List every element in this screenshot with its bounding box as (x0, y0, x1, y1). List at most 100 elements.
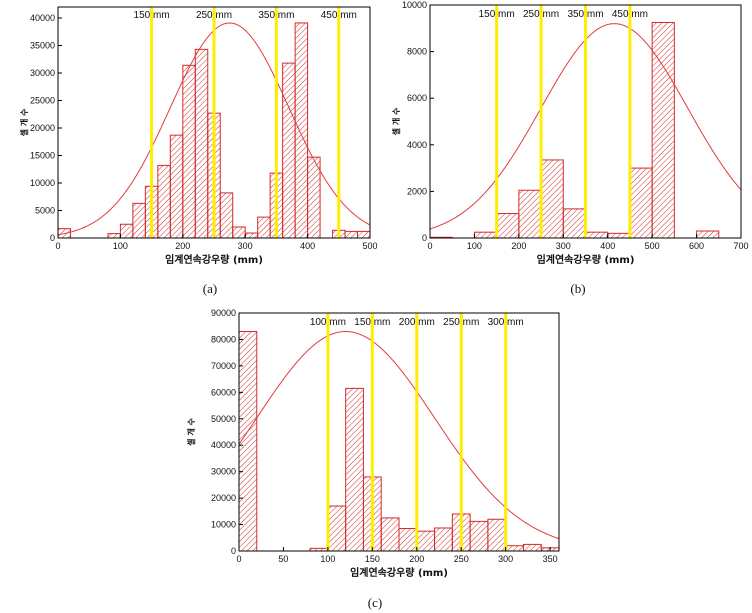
histogram-bar (257, 216, 271, 239)
threshold-label: 450 mm (321, 10, 357, 21)
x-tick-label: 0 (55, 241, 60, 251)
y-tick-label: 5000 (35, 206, 55, 216)
histogram-bar (496, 213, 520, 239)
x-tick-label: 350 (543, 554, 558, 564)
y-tick-label: 60000 (211, 387, 236, 397)
histogram-bar (282, 62, 296, 239)
histogram-bar (307, 156, 321, 239)
histogram-bar (107, 233, 121, 239)
histogram-bar (194, 48, 209, 239)
y-tick-label: 15000 (30, 151, 55, 161)
plot-frame (238, 312, 560, 552)
panel-label: (b) (570, 281, 585, 296)
histogram-bar (294, 22, 309, 239)
histogram-bar (219, 192, 234, 239)
x-tick-label: 100 (467, 241, 482, 251)
y-tick-label: 40000 (211, 440, 236, 450)
x-tick-label: 250 (454, 554, 469, 564)
panel-label: (c) (368, 595, 382, 610)
y-axis-title: 셀 개 수 (391, 107, 401, 135)
histogram-bar (585, 231, 609, 239)
histogram-bar (696, 230, 720, 239)
x-tick-label: 50 (278, 554, 288, 564)
x-tick-label: 300 (498, 554, 513, 564)
x-tick-label: 200 (511, 241, 526, 251)
threshold-label: 350 mm (567, 9, 603, 20)
histogram-bar (380, 517, 400, 552)
y-tick-label: 10000 (402, 0, 427, 10)
y-tick-label: 0 (231, 546, 236, 556)
y-tick-label: 8000 (407, 47, 427, 57)
histogram-bar (157, 164, 171, 239)
y-tick-label: 25000 (30, 96, 55, 106)
histogram-bar (169, 134, 184, 239)
histogram-bar (132, 202, 146, 239)
histogram-bar (629, 167, 653, 239)
x-tick-label: 100 (320, 554, 335, 564)
x-tick-label: 400 (300, 241, 315, 251)
y-axis-title: 셀 개 수 (19, 108, 29, 136)
histogram-bar (238, 331, 258, 552)
panel-label: (a) (203, 281, 217, 296)
histogram-bar (473, 231, 498, 239)
x-tick-label: 400 (600, 241, 615, 251)
y-tick-label: 30000 (211, 467, 236, 477)
threshold-label: 200 mm (399, 317, 435, 328)
y-tick-label: 30000 (30, 68, 55, 78)
histogram-bar (518, 189, 542, 239)
histogram-bar (327, 505, 347, 552)
plot-border (238, 312, 560, 552)
histogram-bar (434, 527, 453, 552)
threshold-label: 300 mm (488, 317, 524, 328)
threshold-label: 250 mm (443, 317, 479, 328)
threshold-label: 250 mm (523, 9, 559, 20)
threshold-label: 250 mm (196, 10, 232, 21)
histogram-panel-a: 150 mm 250 mm 350 mm 450 mm 0 100 200 300 400 500… (19, 6, 378, 296)
histogram-bar (416, 530, 436, 552)
x-tick-label: 0 (236, 554, 241, 564)
x-tick-label: 500 (645, 241, 660, 251)
histogram-bar (182, 64, 196, 239)
x-tick-label: 200 (175, 241, 190, 251)
histogram-bar (522, 543, 542, 552)
y-tick-label: 50000 (211, 414, 236, 424)
y-tick-label: 70000 (211, 361, 236, 371)
histogram-bar (487, 518, 507, 552)
threshold-label: 100 mm (310, 317, 346, 328)
plot-border (429, 4, 742, 239)
y-tick-label: 20000 (30, 123, 55, 133)
threshold-label: 350 mm (258, 10, 294, 21)
histogram-bar (607, 232, 631, 239)
threshold-label: 150 mm (479, 9, 515, 20)
x-tick-label: 150 (365, 554, 380, 564)
y-tick-label: 35000 (30, 41, 55, 51)
y-tick-label: 2000 (407, 186, 427, 196)
y-axis-title: 셀 개 수 (186, 418, 196, 446)
histogram-bar (232, 226, 246, 239)
y-tick-label: 80000 (211, 334, 236, 344)
histogram-bar (469, 520, 489, 552)
threshold-label: 450 mm (612, 9, 648, 20)
x-axis-title: 임계연속강우량 (mm) (537, 253, 635, 266)
y-tick-label: 90000 (211, 308, 236, 318)
histogram-bar (540, 159, 564, 239)
histogram-bar (244, 232, 259, 239)
histogram-bar (357, 230, 371, 239)
x-tick-label: 100 (113, 241, 128, 251)
histogram-bar (344, 230, 359, 239)
threshold-label: 150 mm (134, 10, 170, 21)
y-tick-label: 40000 (30, 13, 55, 23)
threshold-label: 150 mm (354, 317, 390, 328)
x-tick-label: 600 (689, 241, 704, 251)
x-tick-label: 300 (556, 241, 571, 251)
x-axis-title: 임계연속강우량 (mm) (165, 253, 263, 266)
histogram-bar (345, 387, 364, 552)
histogram-panel-c: 100 mm 150 mm 200 mm 250 mm 300 mm 0 50 100 150 2… (186, 308, 560, 610)
y-tick-label: 20000 (211, 493, 236, 503)
histogram-bar (505, 545, 524, 552)
x-tick-label: 0 (427, 241, 432, 251)
histogram-bar (398, 528, 418, 552)
y-tick-label: 10000 (30, 178, 55, 188)
histogram-bar (562, 208, 586, 239)
